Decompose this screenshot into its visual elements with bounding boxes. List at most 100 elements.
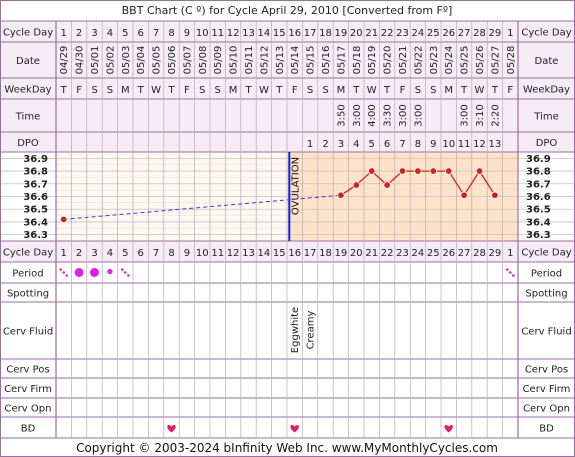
- cycle-day-number: 14: [258, 28, 271, 39]
- y-tick-label: 36.5: [526, 205, 551, 216]
- pre-ovulation-connector: [63, 194, 341, 220]
- period-label: Period: [12, 269, 43, 280]
- temperature-point: [368, 167, 376, 175]
- cycle-day-number: 16: [288, 248, 301, 259]
- date-label-cell: 05/14: [290, 46, 301, 75]
- cycle-day-number: 20: [350, 248, 363, 259]
- cerv-fluid-cell: Creamy: [306, 311, 317, 350]
- cycle-day-label: Cycle Day: [3, 248, 53, 259]
- weekday-cell: T: [137, 85, 145, 96]
- cycle-day-number: 2: [76, 28, 82, 39]
- date-label-cell: 05/19: [367, 46, 378, 75]
- weekday-cell: T: [60, 85, 68, 96]
- time-cell: 3:00: [352, 104, 363, 126]
- date-label-cell: 05/05: [152, 46, 163, 75]
- y-tick-label: 36.9: [526, 154, 551, 165]
- date-label-cell: 05/27: [490, 46, 501, 75]
- time-cell: 2:20: [490, 104, 501, 126]
- cycle-day-number: 12: [227, 248, 240, 259]
- temperature-point: [60, 215, 68, 224]
- period-label: Period: [531, 269, 562, 280]
- dpo-cell: 11: [458, 139, 471, 150]
- y-tick-label: 36.7: [526, 179, 551, 190]
- cycle-day-number: 23: [396, 28, 409, 39]
- period-spot-dot: [509, 271, 512, 274]
- cycle-day-number: 4: [107, 28, 113, 39]
- cycle-day-number: 3: [91, 28, 97, 39]
- period-marker: [121, 268, 130, 277]
- period-spot-dot: [512, 274, 515, 277]
- bd-label: BD: [539, 424, 554, 435]
- date-label-cell: 05/09: [213, 46, 224, 75]
- cycle-day-label: Cycle Day: [521, 28, 571, 39]
- date-label-cell: 05/06: [167, 46, 178, 75]
- cycle-day-number: 15: [273, 28, 286, 39]
- weekday-cell: T: [275, 85, 283, 96]
- time-cell: 3:00: [398, 104, 409, 126]
- weekday-cell: S: [107, 85, 113, 96]
- temperature-point: [337, 191, 345, 199]
- date-label-cell: 05/18: [352, 46, 363, 75]
- cycle-day-label: Cycle Day: [521, 248, 571, 259]
- cycle-day-number: 12: [227, 28, 240, 39]
- date-label-cell: 05/12: [259, 46, 270, 75]
- cycle-day-number: 20: [350, 28, 363, 39]
- cycle-day-number: 14: [258, 248, 271, 259]
- date-label-cell: 05/24: [444, 46, 455, 75]
- date-label-cell: 05/04: [136, 46, 147, 75]
- dpo-cell: 2: [322, 139, 328, 150]
- cycle-day-number: 11: [211, 248, 224, 259]
- cycle-day-number: 7: [153, 28, 159, 39]
- temperature-point: [383, 181, 391, 189]
- y-tick-label: 36.3: [23, 230, 48, 241]
- cycle-day-number: 21: [365, 248, 378, 259]
- date-label-cell: 05/02: [105, 46, 116, 75]
- period-spot-dot: [121, 268, 124, 271]
- cycle-day-number: 1: [61, 28, 67, 39]
- dpo-cell: 7: [399, 139, 405, 150]
- temperature-point: [491, 191, 499, 199]
- y-tick-label: 36.9: [23, 154, 48, 165]
- period-marker: [90, 268, 99, 277]
- dpo-cell: 6: [384, 139, 390, 150]
- time-cell: 3:00: [413, 104, 424, 126]
- period-spot-dot: [506, 268, 509, 271]
- cycle-day-number: 29: [489, 248, 502, 259]
- cycle-day-number: 25: [427, 248, 440, 259]
- y-tick-label: 36.8: [526, 167, 551, 178]
- weekday-cell: M: [444, 85, 453, 96]
- cycle-day-number: 8: [168, 28, 174, 39]
- cerv-pos-label: Cerv Pos: [525, 365, 568, 376]
- copyright-text: Copyright © 2003-2024 bInfinity Web Inc.…: [76, 441, 498, 455]
- y-tick-label: 36.8: [23, 167, 48, 178]
- cycle-day-number: 10: [196, 248, 209, 259]
- date-label-cell: 05/17: [336, 46, 347, 75]
- cycle-day-number: 15: [273, 248, 286, 259]
- weekday-cell: F: [292, 85, 298, 96]
- time-cell: 3:50: [336, 104, 347, 126]
- weekday-cell: T: [167, 85, 175, 96]
- bd-heart-icon: [444, 425, 453, 433]
- weekday-cell: W: [259, 85, 269, 96]
- weekday-cell: W: [367, 85, 377, 96]
- date-label-cell: 05/11: [244, 46, 255, 75]
- y-tick-label: 36.3: [526, 230, 551, 241]
- weekday-cell: T: [491, 85, 499, 96]
- dpo-cell: 12: [473, 139, 486, 150]
- cycle-day-label: Cycle Day: [3, 28, 53, 39]
- bd-heart-icon: [167, 425, 176, 433]
- date-label-cell: 05/10: [229, 46, 240, 75]
- cycle-day-number: 13: [242, 248, 255, 259]
- temperature-point: [414, 167, 422, 175]
- y-tick-label: 36.6: [23, 192, 48, 203]
- y-tick-label: 36.6: [526, 192, 551, 203]
- cycle-day-number: 27: [458, 28, 471, 39]
- cycle-day-number: 24: [412, 248, 425, 259]
- cerv-opn-label: Cerv Opn: [5, 404, 52, 415]
- period-marker: [74, 268, 84, 277]
- dpo-cell: 13: [489, 139, 502, 150]
- weekday-cell: F: [76, 85, 82, 96]
- date-label-cell: 05/25: [460, 46, 471, 75]
- date-label-cell: 05/03: [121, 46, 132, 75]
